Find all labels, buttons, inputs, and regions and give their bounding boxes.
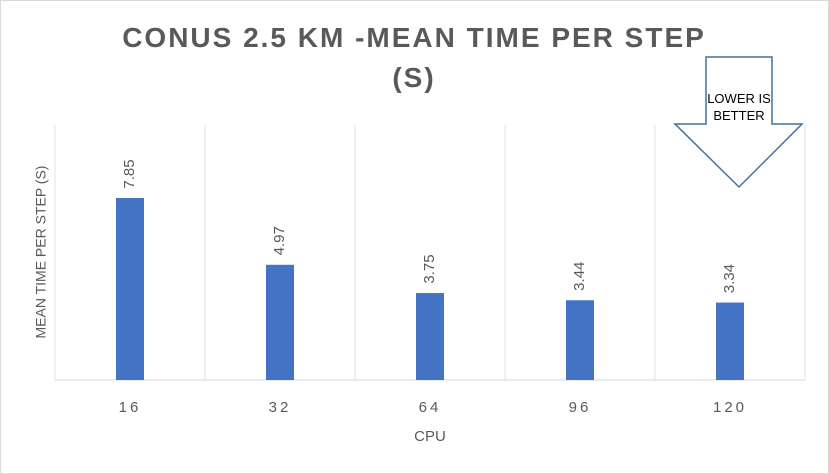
- annotation: LOWER IS BETTER: [707, 91, 771, 123]
- bar: [416, 293, 444, 380]
- data-label: 3.34: [721, 264, 738, 293]
- chart-title: CONUS 2.5 KM -MEAN TIME PER STEP (S): [122, 22, 706, 93]
- data-label: 3.44: [571, 262, 588, 291]
- data-label: 4.97: [271, 226, 288, 255]
- bar: [116, 198, 144, 380]
- x-tick-label: 64: [419, 399, 442, 416]
- arrow: [673, 56, 804, 189]
- x-tick-label: 120: [713, 399, 747, 416]
- bar: [716, 302, 744, 380]
- x-axis-label: CPU: [414, 428, 446, 445]
- bar: [566, 300, 594, 380]
- bar: [266, 264, 294, 380]
- y-axis-label: MEAN TIME PER STEP (S): [33, 166, 49, 339]
- data-label: 3.75: [421, 254, 438, 283]
- x-tick-label: 16: [119, 399, 142, 416]
- data-label: 7.85: [121, 159, 138, 188]
- x-tick-label: 96: [569, 399, 592, 416]
- x-tick-label: 32: [269, 399, 292, 416]
